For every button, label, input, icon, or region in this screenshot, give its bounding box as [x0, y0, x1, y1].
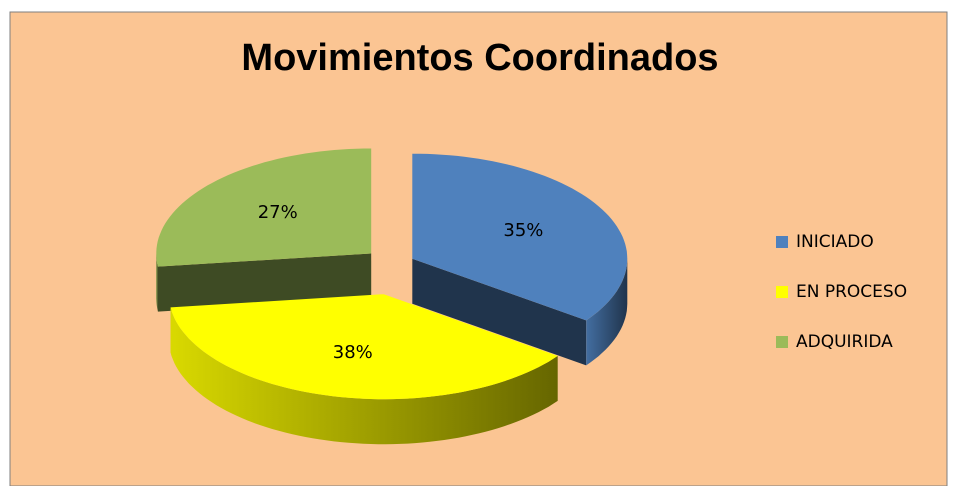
slice-wall	[170, 307, 558, 445]
pie-slice	[170, 294, 558, 400]
legend-swatch	[776, 336, 788, 348]
legend-label: INICIADO	[796, 232, 874, 252]
data-label: 27%	[258, 202, 298, 223]
slice-wall	[156, 253, 158, 312]
data-label: 35%	[503, 220, 543, 241]
pie-slice	[156, 148, 372, 267]
data-label: 38%	[333, 342, 373, 363]
slice-wall	[586, 258, 628, 366]
slice-side	[412, 258, 587, 366]
legend-label: ADQUIRIDA	[796, 332, 893, 352]
legend-swatch	[776, 236, 788, 248]
slice-side	[157, 253, 372, 312]
legend-swatch	[776, 286, 788, 298]
pie-slice	[412, 153, 628, 321]
legend-label: EN PROCESO	[796, 282, 907, 302]
chart-title: Movimientos Coordinados	[241, 37, 718, 79]
